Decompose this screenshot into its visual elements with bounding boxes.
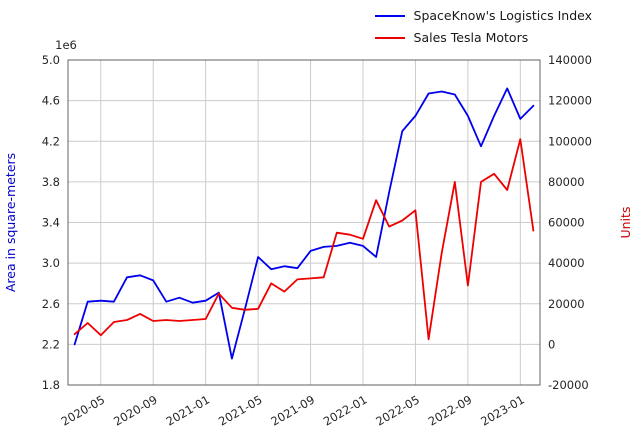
right-tick-label: 140000 bbox=[548, 53, 592, 67]
x-tick-label: 2021-01 bbox=[164, 392, 213, 428]
left-tick-label: 4.6 bbox=[42, 94, 60, 108]
legend-label-logistics-index: SpaceKnow's Logistics Index bbox=[413, 8, 592, 23]
left-axis-offset-text: 1e6 bbox=[55, 38, 77, 52]
right-tick-label: 120000 bbox=[548, 94, 592, 108]
x-tick-label: 2020-09 bbox=[111, 392, 160, 428]
left-tick-label: 4.2 bbox=[42, 134, 60, 148]
right-tick-label: 80000 bbox=[548, 175, 585, 189]
x-tick-label: 2020-05 bbox=[59, 392, 108, 428]
right-tick-label: 100000 bbox=[548, 134, 592, 148]
left-tick-label: 3.0 bbox=[42, 256, 60, 270]
right-tick-label: 40000 bbox=[548, 256, 585, 270]
series-line-0 bbox=[73, 87, 535, 360]
right-axis-label: Units bbox=[618, 207, 633, 239]
x-tick-label: 2021-05 bbox=[216, 392, 265, 428]
right-tick-label: 20000 bbox=[548, 297, 585, 311]
right-tick-label: 0 bbox=[548, 337, 555, 351]
right-tick-label: 60000 bbox=[548, 216, 585, 230]
chart-legend: SpaceKnow's Logistics Index Sales Tesla … bbox=[374, 8, 592, 45]
x-tick-label: 2022-09 bbox=[426, 392, 475, 428]
left-tick-label: 2.6 bbox=[42, 297, 60, 311]
left-tick-label: 2.2 bbox=[42, 337, 60, 351]
left-tick-label: 3.4 bbox=[42, 216, 60, 230]
legend-label-tesla-sales: Sales Tesla Motors bbox=[413, 30, 529, 45]
plot-frame bbox=[67, 59, 541, 386]
series-line-1 bbox=[73, 138, 535, 341]
right-tick-label: -20000 bbox=[548, 378, 589, 392]
left-tick-label: 1.8 bbox=[42, 378, 60, 392]
legend-swatch bbox=[374, 36, 405, 39]
x-tick-label: 2022-01 bbox=[321, 392, 370, 428]
legend-swatch bbox=[374, 14, 405, 17]
x-tick-label: 2022-05 bbox=[373, 392, 422, 428]
left-tick-label: 3.8 bbox=[42, 175, 60, 189]
left-tick-label: 5.0 bbox=[42, 53, 60, 67]
x-tick-label: 2023-01 bbox=[478, 392, 527, 428]
legend-item-logistics-index: SpaceKnow's Logistics Index bbox=[374, 8, 592, 23]
x-tick-label: 2021-09 bbox=[268, 392, 317, 428]
left-axis-label: Area in square-meters bbox=[3, 153, 18, 292]
legend-item-tesla-sales: Sales Tesla Motors bbox=[374, 30, 592, 45]
